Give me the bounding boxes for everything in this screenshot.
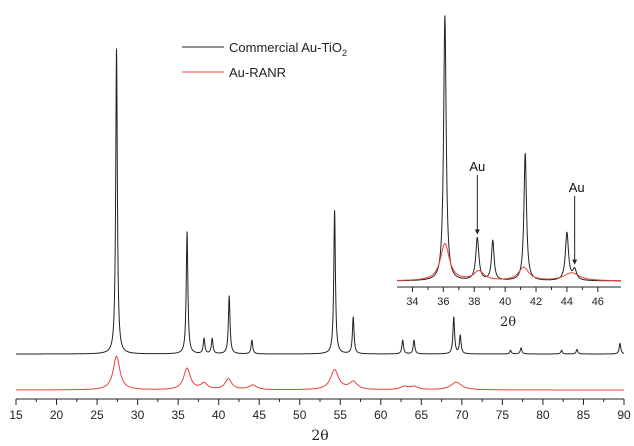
x-tick-label: 85 — [577, 408, 591, 422]
x-tick-label: 30 — [131, 408, 145, 422]
x-tick-label: 50 — [293, 408, 307, 422]
x-tick-label: 75 — [496, 408, 510, 422]
inset-x-tick-label: 36 — [437, 296, 449, 308]
x-tick-label: 35 — [171, 408, 185, 422]
annotation-label: Au — [569, 180, 585, 195]
x-tick-label: 70 — [455, 408, 469, 422]
inset-x-tick-label: 42 — [530, 296, 542, 308]
inset-series-line-0 — [396, 15, 622, 282]
x-tick-label: 90 — [617, 408, 631, 422]
x-tick-label: 65 — [415, 408, 429, 422]
inset-series-line-1 — [396, 242, 622, 282]
inset-x-tick-label: 44 — [561, 296, 573, 308]
inset-x-axis-ticks: 34 36 38 40 42 44 46 — [406, 287, 604, 308]
legend-label: Commercial Au-TiO2 — [229, 40, 347, 58]
x-tick-label: 60 — [374, 408, 388, 422]
x-tick-label: 55 — [334, 408, 348, 422]
main-plot: 15 20 25 30 35 40 45 50 55 60 65 70 75 80 85 90 2θ — [9, 48, 631, 444]
x-tick-label: 25 — [90, 408, 104, 422]
inset-x-axis-title: 2θ — [500, 315, 516, 330]
inset-plot: Au Au 34 36 38 40 42 44 46 2θ — [396, 15, 622, 330]
x-tick-label: 40 — [212, 408, 226, 422]
main-series-group — [15, 48, 625, 391]
inset-x-tick-label: 38 — [468, 296, 480, 308]
inset-x-tick-label: 46 — [592, 296, 604, 308]
inset-series-group — [396, 15, 622, 282]
legend: Commercial Au-TiO2 Au-RANR — [182, 40, 347, 80]
series-line-0 — [15, 48, 625, 355]
x-axis-title: 2θ — [311, 428, 328, 444]
x-tick-label: 20 — [50, 408, 64, 422]
inset-x-tick-label: 34 — [406, 296, 418, 308]
x-tick-label: 80 — [536, 408, 550, 422]
x-axis-ticks: 15 20 25 30 35 40 45 50 55 60 65 70 75 80 85 90 — [9, 399, 631, 422]
series-line-1 — [15, 355, 625, 391]
x-tick-label: 15 — [9, 408, 23, 422]
annotation-arrowhead — [572, 259, 578, 265]
annotation-label: Au — [469, 159, 485, 174]
legend-label: Au-RANR — [229, 65, 286, 80]
inset-annotations: Au Au — [469, 159, 585, 265]
x-tick-label: 45 — [253, 408, 267, 422]
inset-x-tick-label: 40 — [499, 296, 511, 308]
annotation-arrowhead — [474, 229, 480, 235]
